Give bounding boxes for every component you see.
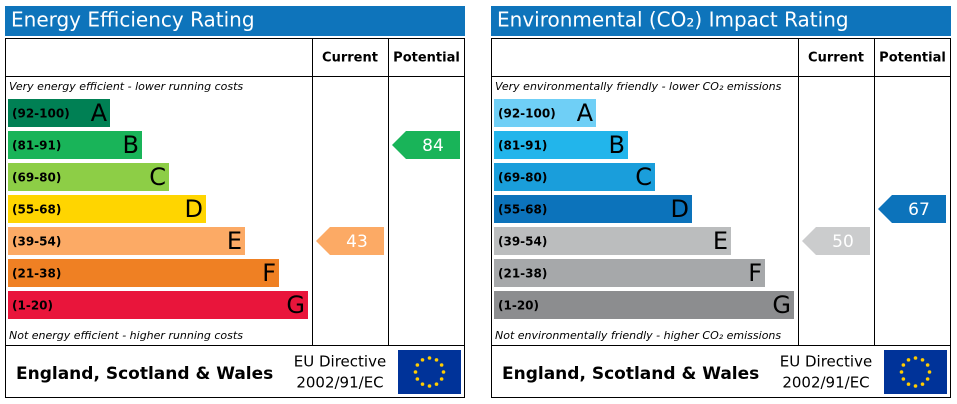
- band-range: (92-100): [498, 107, 556, 121]
- top-note: Very energy efficient - lower running co…: [9, 80, 243, 93]
- band-letter: G: [286, 291, 305, 319]
- flag-star: [413, 370, 418, 374]
- band-letter: B: [123, 131, 139, 159]
- band-letter: D: [185, 195, 203, 223]
- flag-star: [913, 356, 918, 360]
- band: [494, 99, 596, 127]
- potential-arrow: [392, 131, 460, 159]
- flag-star: [420, 358, 425, 362]
- band: [8, 163, 169, 191]
- band: [8, 227, 245, 255]
- band-range: (55-68): [498, 203, 547, 217]
- band: [494, 291, 794, 319]
- potential-arrow: [878, 195, 946, 223]
- title-bar: [5, 6, 465, 36]
- current-value: 50: [832, 232, 854, 252]
- flag-star: [415, 363, 420, 367]
- band-letter: D: [671, 195, 689, 223]
- band-range: (1-20): [498, 299, 539, 313]
- band-range: (69-80): [12, 171, 61, 185]
- flag-star: [439, 377, 444, 381]
- band-range: (69-80): [498, 171, 547, 185]
- band-range: (81-91): [12, 139, 61, 153]
- flag-star: [439, 363, 444, 367]
- current-arrow: [802, 227, 870, 255]
- bottom-note: Not environmentally friendly - higher CO…: [495, 329, 781, 342]
- flag-star: [427, 356, 432, 360]
- band: [8, 195, 206, 223]
- column-header: Potential: [393, 51, 460, 66]
- potential-value: 67: [908, 200, 930, 220]
- band-range: (1-20): [12, 299, 53, 313]
- flag-star: [913, 384, 918, 388]
- flag-star: [434, 358, 439, 362]
- flag-star: [899, 370, 904, 374]
- flag-star: [906, 358, 911, 362]
- band-letter: C: [635, 163, 652, 191]
- flag-star: [927, 370, 932, 374]
- band-letter: A: [91, 99, 108, 127]
- band-letter: A: [577, 99, 594, 127]
- footer-code: 2002/91/EC: [782, 374, 869, 392]
- column-header: Current: [808, 51, 864, 66]
- band: [494, 227, 731, 255]
- flag-star: [901, 363, 906, 367]
- footer-region: England, Scotland & Wales: [16, 364, 273, 384]
- top-note: Very environmentally friendly - lower CO…: [495, 80, 782, 93]
- flag-star: [420, 382, 425, 386]
- band: [8, 131, 142, 159]
- current-arrow: [316, 227, 384, 255]
- flag-star: [906, 382, 911, 386]
- current-value: 43: [346, 232, 368, 252]
- flag-star: [925, 377, 930, 381]
- band: [494, 163, 655, 191]
- flag-star: [920, 358, 925, 362]
- band-letter: F: [748, 259, 762, 287]
- band-range: (39-54): [12, 235, 61, 249]
- column-header: Potential: [879, 51, 946, 66]
- band-range: (81-91): [498, 139, 547, 153]
- flag-star: [427, 384, 432, 388]
- band: [8, 259, 279, 287]
- footer-region: England, Scotland & Wales: [502, 364, 759, 384]
- potential-value: 84: [422, 136, 444, 156]
- bottom-note: Not energy efficient - higher running co…: [9, 329, 243, 342]
- flag-star: [441, 370, 446, 374]
- panel-title: Environmental (CO₂) Impact Rating: [497, 8, 849, 32]
- band-range: (92-100): [12, 107, 70, 121]
- band: [494, 195, 692, 223]
- band-letter: E: [713, 227, 728, 255]
- column-header: Current: [322, 51, 378, 66]
- band-letter: E: [227, 227, 242, 255]
- band: [494, 259, 765, 287]
- flag-star: [920, 382, 925, 386]
- band-range: (21-38): [498, 267, 547, 281]
- panel-title: Energy Efficiency Rating: [11, 8, 255, 32]
- band-range: (55-68): [12, 203, 61, 217]
- band: [494, 131, 628, 159]
- band: [8, 291, 308, 319]
- flag-star: [925, 363, 930, 367]
- flag-star: [434, 382, 439, 386]
- flag-star: [415, 377, 420, 381]
- band-letter: C: [149, 163, 166, 191]
- title-bar: [491, 6, 951, 36]
- band-range: (39-54): [498, 235, 547, 249]
- band-letter: B: [609, 131, 625, 159]
- frame: [5, 38, 465, 398]
- band-letter: G: [772, 291, 791, 319]
- footer-directive: EU Directive: [780, 353, 872, 371]
- footer-code: 2002/91/EC: [296, 374, 383, 392]
- band-range: (21-38): [12, 267, 61, 281]
- frame: [491, 38, 951, 398]
- flag-star: [901, 377, 906, 381]
- band-letter: F: [262, 259, 276, 287]
- footer-directive: EU Directive: [294, 353, 386, 371]
- band: [8, 99, 110, 127]
